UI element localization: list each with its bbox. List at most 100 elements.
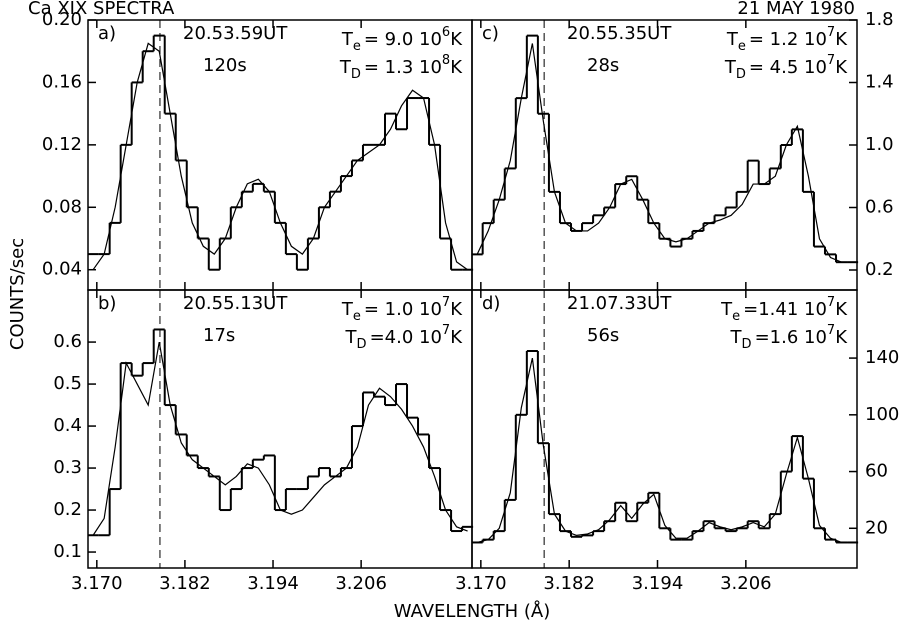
temperature-part: D [742, 337, 752, 352]
temperature-part: T [339, 57, 352, 78]
y-tick-label: 0.5 [53, 373, 82, 394]
temperature-label: TD = 1.3 108K [339, 53, 463, 82]
temperature-part: T [720, 299, 733, 320]
temperature-part: D [351, 67, 361, 82]
y-tick-label: 0.6 [865, 197, 894, 218]
x-tick-label: 3.182 [543, 573, 595, 594]
temperature-part: e [353, 39, 361, 54]
y-tick-label: 1.8 [865, 9, 894, 30]
temperature-part: = 1.3 10 [364, 57, 442, 78]
time-label: 20.53.59UT [183, 23, 288, 44]
x-tick-label: 3.182 [159, 573, 211, 594]
y-tick-label: 0.2 [53, 499, 82, 520]
temperature-part: =1.41 10 [743, 299, 827, 320]
fit-line [92, 42, 468, 271]
y-tick-label: 1.4 [865, 72, 894, 93]
temperature-part: e [353, 309, 361, 324]
panel-frame [471, 289, 858, 569]
x-tick-label: 3.206 [720, 573, 772, 594]
temperature-label: TD =4.0 107K [345, 323, 464, 352]
temperature-part: e [732, 309, 740, 324]
x-tick-label: 3.194 [247, 573, 299, 594]
panel-label: b) [98, 293, 116, 314]
temperature-part: K [835, 327, 848, 348]
y-tick-label: 100 [865, 404, 899, 425]
step-riser [108, 329, 464, 536]
y-axis-label: COUNTS/sec [7, 238, 28, 350]
panel-label: a) [98, 23, 116, 44]
temperature-part: 7 [442, 323, 450, 338]
temperature-part: 7 [442, 295, 450, 310]
temperature-label: Te =1.41 107K [720, 295, 848, 324]
temperature-label: Te = 9.0 106K [341, 25, 463, 54]
temperature-part: D [736, 67, 746, 82]
temperature-label: TD = 4.5 107K [724, 53, 848, 82]
exposure-label: 17s [203, 325, 235, 346]
y-tick-label: 0.16 [42, 71, 82, 92]
y-tick-label: 0.3 [53, 457, 82, 478]
temperature-part: 8 [442, 53, 450, 68]
temperature-part: 6 [442, 25, 450, 40]
y-tick-label: 140 [865, 347, 899, 368]
temperature-part: T [345, 327, 358, 348]
panel-label: c) [482, 23, 499, 44]
temperature-part: = 1.0 10 [364, 299, 442, 320]
y-tick-label: 0.04 [42, 259, 82, 280]
temperature-part: = 4.5 10 [749, 57, 827, 78]
y-tick-label: 1.0 [865, 134, 894, 155]
y-tick-label: 0.08 [42, 196, 82, 217]
temperature-part: K [450, 57, 463, 78]
temperature-part: T [341, 299, 354, 320]
time-label: 21.07.33UT [567, 293, 672, 314]
temperature-part: T [730, 327, 743, 348]
x-tick-label: 3.170 [71, 573, 123, 594]
x-tick-label: 3.170 [455, 573, 507, 594]
y-tick-label: 0.12 [42, 134, 82, 155]
y-tick-label: 0.4 [53, 415, 82, 436]
temperature-part: T [724, 57, 737, 78]
y-tick-label: 0.2 [865, 259, 894, 280]
temperature-part: K [450, 299, 463, 320]
panel-label: d) [482, 293, 500, 314]
temperature-part: K [450, 327, 463, 348]
temperature-part: K [835, 57, 848, 78]
temperature-part: D [357, 337, 367, 352]
fit-line [476, 43, 853, 263]
time-label: 20.55.35UT [567, 23, 672, 44]
fit-line [477, 357, 853, 544]
y-tick-label: 0.20 [42, 9, 82, 30]
temperature-part: = 9.0 10 [364, 29, 442, 50]
x-tick-label: 3.194 [632, 573, 684, 594]
temperature-part: T [726, 29, 739, 50]
exposure-label: 56s [587, 325, 619, 346]
fit-line [92, 341, 468, 536]
temperature-part: 7 [827, 25, 835, 40]
temperature-part: K [450, 29, 463, 50]
figure-date: 21 MAY 1980 [737, 0, 855, 19]
exposure-label: 120s [203, 55, 247, 76]
temperature-part: 7 [827, 53, 835, 68]
temperature-part: =4.0 10 [370, 327, 442, 348]
temperature-label: Te = 1.2 107K [726, 25, 848, 54]
temperature-label: Te = 1.0 107K [341, 295, 463, 324]
temperature-part: = 1.2 10 [749, 29, 827, 50]
y-tick-label: 60 [865, 461, 888, 482]
x-axis-label: WAVELENGTH (Å) [394, 600, 550, 622]
x-tick-label: 3.206 [335, 573, 387, 594]
temperature-part: K [835, 299, 848, 320]
exposure-label: 28s [587, 55, 619, 76]
y-tick-label: 0.6 [53, 331, 82, 352]
temperature-label: TD =1.6 107K [730, 323, 849, 352]
temperature-part: =1.6 10 [755, 327, 827, 348]
figure-title: Ca XIX SPECTRA [28, 0, 175, 19]
temperature-part: T [341, 29, 354, 50]
temperature-part: 7 [827, 323, 835, 338]
y-tick-label: 20 [865, 517, 888, 538]
temperature-part: K [835, 29, 848, 50]
temperature-part: 7 [827, 295, 835, 310]
y-tick-label: 0.1 [53, 541, 82, 562]
temperature-part: e [738, 39, 746, 54]
step-riser [481, 350, 838, 543]
time-label: 20.55.13UT [183, 293, 288, 314]
